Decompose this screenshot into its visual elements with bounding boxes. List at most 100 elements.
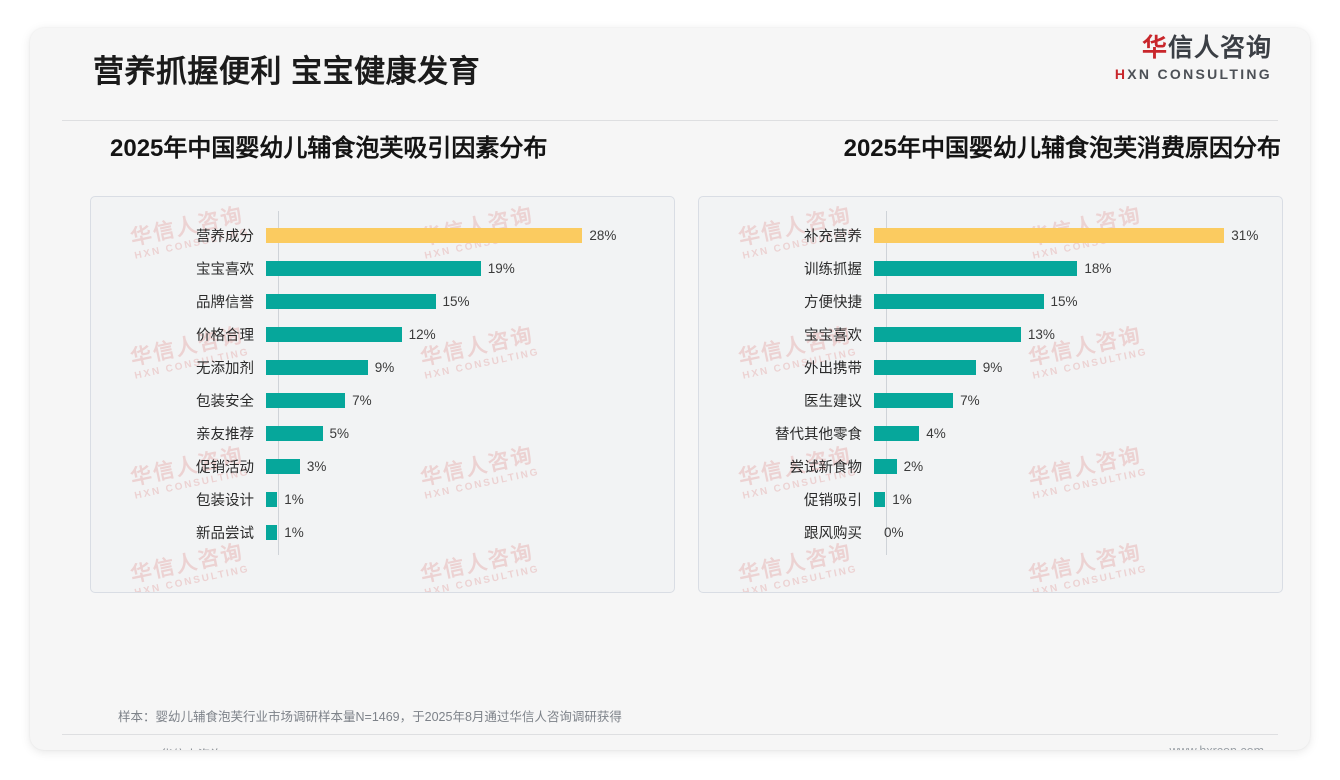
bar-rows-right: 补充营养 31% 训练抓握 18% 方便快捷 15% 宝宝喜欢 13% 外出携带 9% 医生建议 7%…: [699, 219, 1282, 549]
logo-en-initial: H: [1114, 66, 1128, 82]
bar-category-label: 包装安全: [196, 394, 254, 410]
sample-footnote: 样本：婴幼儿辅食泡芙行业市场调研样本量N=1469，于2025年8月通过华信人咨…: [118, 710, 622, 724]
bar-track: 9%: [874, 351, 1282, 384]
chart-bar: [874, 261, 1078, 276]
chart-bar: [874, 294, 1044, 309]
chart-bar: [266, 327, 402, 342]
bar-category-label: 包装设计: [196, 493, 254, 509]
chart-bar: [266, 492, 278, 507]
bar-value-label: 15%: [1050, 294, 1078, 309]
bar-track: 28%: [266, 219, 674, 252]
bar-category-label: 亲友推荐: [196, 427, 254, 443]
chart-column-left: 2025年中国婴幼儿辅食泡芙吸引因素分布 华信人咨询 HXN CONSULTING…: [90, 128, 675, 593]
logo-en-rest: XN CONSULTING: [1127, 66, 1272, 82]
chart-bar: [266, 525, 278, 540]
bar-value-label: 1%: [284, 492, 304, 507]
bar-track: 13%: [874, 318, 1282, 351]
chart-bar: [874, 426, 920, 441]
bar-category-label: 替代其他零食: [775, 427, 862, 443]
chart-bar-row: 训练抓握 18%: [699, 252, 1282, 285]
bar-category-label: 训练抓握: [804, 262, 862, 278]
bar-value-label: 1%: [284, 525, 304, 540]
logo-english: HXN CONSULTING: [1115, 67, 1272, 81]
bar-track: 12%: [266, 318, 674, 351]
bar-category-label: 促销吸引: [804, 493, 862, 509]
slide-card: 营养抓握便利 宝宝健康发育 华信人咨询 HXN CONSULTING 2025年…: [30, 28, 1310, 750]
bar-category-label: 补充营养: [804, 229, 862, 245]
watermark-english: HXN CONSULTING: [423, 563, 541, 592]
bar-value-label: 7%: [352, 393, 372, 408]
bar-category-label: 跟风购买: [804, 526, 862, 542]
chart-bar-row: 宝宝喜欢 13%: [699, 318, 1282, 351]
chart-bar-row: 新品尝试 1%: [91, 516, 674, 549]
watermark-english: HXN CONSULTING: [741, 563, 859, 592]
header-divider: [62, 120, 1278, 121]
bar-track: 4%: [874, 417, 1282, 450]
bar-category-label: 宝宝喜欢: [804, 328, 862, 344]
chart-bar-row: 包装安全 7%: [91, 384, 674, 417]
bar-value-label: 15%: [442, 294, 470, 309]
chart-bar: [266, 426, 323, 441]
bar-track: 15%: [266, 285, 674, 318]
bar-value-label: 1%: [892, 492, 912, 507]
bar-category-label: 新品尝试: [196, 526, 254, 542]
chart-bar: [874, 360, 976, 375]
bar-track: 18%: [874, 252, 1282, 285]
bar-category-label: 价格合理: [196, 328, 254, 344]
chart-bar: [874, 393, 954, 408]
chart-bar-row: 营养成分 28%: [91, 219, 674, 252]
bar-track: 1%: [266, 516, 674, 549]
bar-value-label: 18%: [1084, 261, 1112, 276]
chart-panel-left: 华信人咨询 HXN CONSULTING 华信人咨询 HXN CONSULTING 华信…: [90, 196, 675, 593]
chart-axis-right: [886, 211, 887, 555]
chart-bar-row: 无添加剂 9%: [91, 351, 674, 384]
watermark-english: HXN CONSULTING: [133, 563, 251, 592]
chart-bar: [874, 228, 1225, 243]
bar-value-label: 12%: [408, 327, 436, 342]
footer-divider: [62, 734, 1278, 735]
logo-chinese: 华信人咨询: [1115, 36, 1272, 61]
chart-bar: [266, 294, 436, 309]
bar-category-label: 营养成分: [196, 229, 254, 245]
bar-track: 7%: [874, 384, 1282, 417]
slide-header: 营养抓握便利 宝宝健康发育 华信人咨询 HXN CONSULTING: [30, 28, 1310, 120]
bar-category-label: 宝宝喜欢: [196, 262, 254, 278]
bar-category-label: 方便快捷: [804, 295, 862, 311]
bar-track: 7%: [266, 384, 674, 417]
bar-value-label: 13%: [1027, 327, 1055, 342]
bar-value-label: 0%: [884, 525, 904, 540]
bar-category-label: 无添加剂: [196, 361, 254, 377]
chart-column-right: 2025年中国婴幼儿辅食泡芙消费原因分布 华信人咨询 HXN CONSULTING…: [698, 128, 1283, 593]
bar-track: 1%: [874, 483, 1282, 516]
bar-track: 31%: [874, 219, 1282, 252]
chart-bar-row: 包装设计 1%: [91, 483, 674, 516]
chart-bar-row: 补充营养 31%: [699, 219, 1282, 252]
bar-category-label: 品牌信誉: [196, 295, 254, 311]
bar-track: 1%: [266, 483, 674, 516]
footer-website: www.hxrcon.com: [1170, 744, 1264, 750]
bar-value-label: 28%: [589, 228, 617, 243]
bar-value-label: 31%: [1231, 228, 1259, 243]
logo-chars-rest: 信人咨询: [1167, 34, 1272, 62]
chart-panel-right: 华信人咨询 HXN CONSULTING 华信人咨询 HXN CONSULTING 华信…: [698, 196, 1283, 593]
bar-value-label: 9%: [374, 360, 395, 375]
bar-track: 19%: [266, 252, 674, 285]
chart-bar-row: 尝试新食物 2%: [699, 450, 1282, 483]
bar-track: 5%: [266, 417, 674, 450]
chart-bar-row: 价格合理 12%: [91, 318, 674, 351]
chart-bar-row: 外出携带 9%: [699, 351, 1282, 384]
chart-bar-row: 亲友推荐 5%: [91, 417, 674, 450]
bar-track: 15%: [874, 285, 1282, 318]
bar-rows-left: 营养成分 28% 宝宝喜欢 19% 品牌信誉 15% 价格合理 12% 无添加剂 9% 包装安全 7%…: [91, 219, 674, 549]
chart-bar: [266, 459, 300, 474]
chart-title-left: 2025年中国婴幼儿辅食泡芙吸引因素分布: [110, 135, 548, 162]
logo-char-hua: 华: [1141, 34, 1168, 62]
page-title: 营养抓握便利 宝宝健康发育: [93, 54, 481, 89]
bar-category-label: 尝试新食物: [789, 460, 863, 476]
chart-bar: [266, 261, 481, 276]
chart-bar: [874, 327, 1021, 342]
bar-category-label: 促销活动: [196, 460, 254, 476]
bar-track: 3%: [266, 450, 674, 483]
company-logo: 华信人咨询 HXN CONSULTING: [1115, 36, 1272, 82]
bar-value-label: 7%: [960, 393, 980, 408]
